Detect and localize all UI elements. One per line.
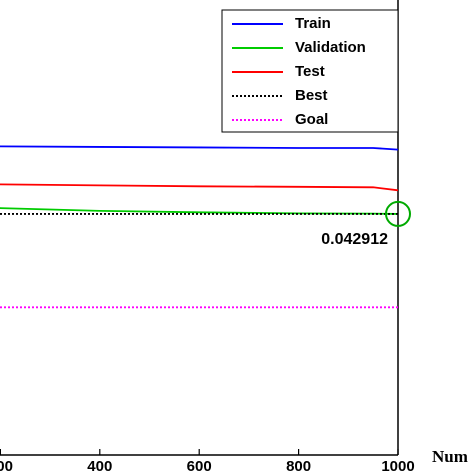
legend-label: Best [295,87,328,104]
data-line [0,145,399,151]
legend-label: Goal [295,111,328,128]
legend-label: Test [295,63,325,80]
best-annotation: 0.042912 [321,231,388,248]
legend: Train Validation Test Best Goal [221,9,399,133]
x-tick-label: 200 [0,458,13,474]
x-tick-label: 400 [87,458,112,474]
x-tick-label: 600 [187,458,212,474]
legend-label: Validation [295,39,366,56]
legend-label: Train [295,15,331,32]
data-line [0,207,399,215]
x-axis-label: Num [432,447,468,466]
best-marker [385,200,411,227]
x-tick-label: 800 [286,458,311,474]
data-line [0,183,399,192]
x-tick-label: 1000 [381,458,414,474]
